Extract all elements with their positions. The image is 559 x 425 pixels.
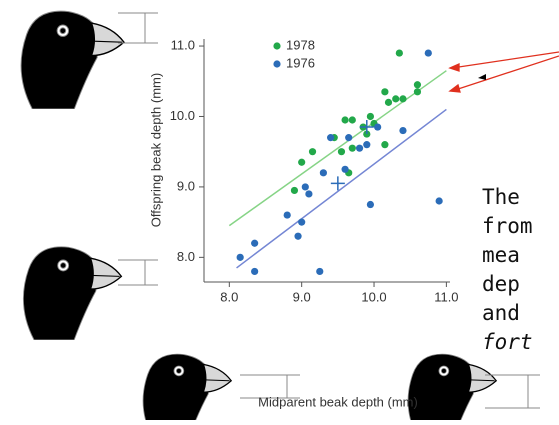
data-point xyxy=(316,267,324,276)
legend-label: 1978 xyxy=(286,37,315,52)
data-point xyxy=(298,158,306,166)
annotation-line: The xyxy=(482,185,520,209)
data-point xyxy=(435,197,443,205)
mean-marker xyxy=(359,120,374,135)
arrows xyxy=(448,51,559,93)
data-point xyxy=(374,123,382,131)
fit-line xyxy=(228,70,447,227)
data-point xyxy=(341,165,349,173)
bird-illustrations xyxy=(20,10,540,425)
data-point xyxy=(319,169,327,177)
data-point xyxy=(399,95,407,103)
data-point xyxy=(327,134,335,142)
data-point xyxy=(381,88,389,96)
data-point xyxy=(392,95,400,103)
data-point xyxy=(363,141,371,149)
data-point xyxy=(308,148,317,156)
data-point xyxy=(290,186,299,195)
x-tick-label: 9.0 xyxy=(293,289,311,304)
data-point xyxy=(413,88,422,96)
x-axis-label: Midparent beak depth (mm) xyxy=(258,394,418,409)
data-point xyxy=(283,211,291,219)
data-point xyxy=(294,232,302,240)
legend-marker xyxy=(273,42,281,50)
data-point xyxy=(363,130,371,138)
data-point xyxy=(251,239,259,247)
legend-marker xyxy=(273,60,281,68)
data-point xyxy=(399,126,407,135)
y-tick-label: 10.0 xyxy=(170,108,195,123)
data-point xyxy=(298,218,306,226)
data-point xyxy=(345,134,353,142)
y-axis-label: Offspring beak depth (mm) xyxy=(148,73,163,227)
data-point xyxy=(337,148,346,156)
annotation-line: from xyxy=(482,214,533,238)
annotation: The from mea dep and fort xyxy=(482,185,533,354)
annotation-line: fort xyxy=(482,330,533,354)
data-point xyxy=(395,49,403,57)
data-point xyxy=(384,98,393,106)
data-point xyxy=(424,49,432,57)
data-point xyxy=(341,116,349,124)
data-point xyxy=(305,190,313,198)
annotation-line: dep xyxy=(482,272,520,296)
data-point xyxy=(355,144,364,152)
data-point xyxy=(301,183,309,191)
data-point xyxy=(236,253,244,261)
data-point xyxy=(251,267,259,276)
annotation-line: mea xyxy=(482,243,520,267)
data-point xyxy=(413,81,422,89)
data-point xyxy=(348,144,356,152)
y-tick-label: 9.0 xyxy=(177,178,195,193)
data-point xyxy=(366,112,375,121)
x-tick-label: 11.0 xyxy=(434,289,458,304)
x-tick-label: 10.0 xyxy=(361,289,386,304)
x-tick-label: 8.0 xyxy=(220,289,238,304)
mean-marker xyxy=(330,176,345,191)
y-tick-label: 11.0 xyxy=(171,37,195,52)
data-point xyxy=(381,141,389,149)
fit-line xyxy=(236,108,447,269)
annotation-line: and xyxy=(482,301,520,325)
legend-label: 1976 xyxy=(286,55,315,70)
y-tick-label: 8.0 xyxy=(177,249,195,264)
data-point xyxy=(348,116,356,124)
data-point xyxy=(366,200,375,209)
